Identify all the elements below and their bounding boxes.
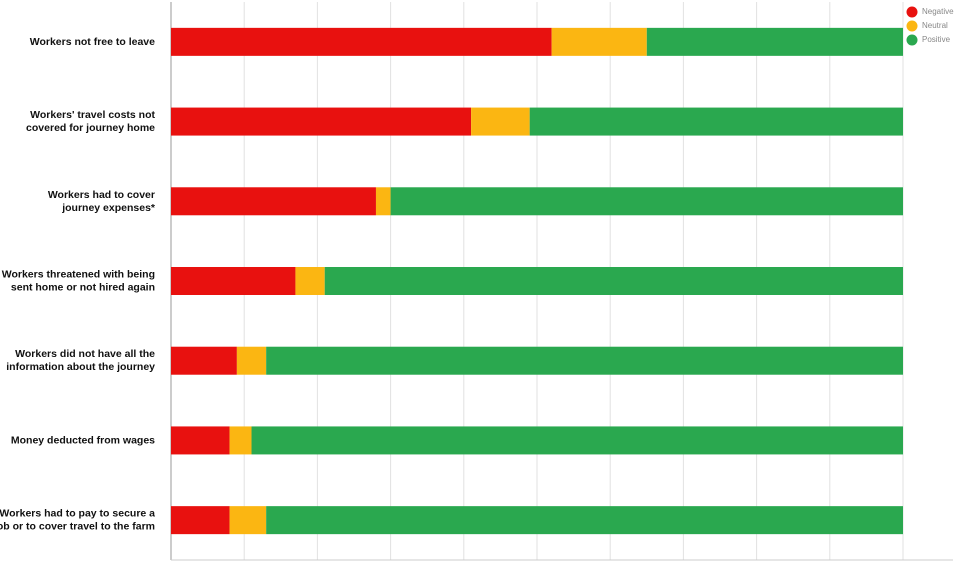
bar-segment (229, 426, 252, 455)
bar-segment (171, 267, 296, 295)
legend-marker (906, 6, 918, 18)
category-label: Workers' travel costs not covered for jou… (26, 109, 155, 134)
bar-segment (171, 426, 230, 455)
category-label-line: Workers' travel costs not (30, 109, 155, 121)
category-label: Workers had to pay to secure a job or to … (0, 507, 155, 532)
bar-segment (295, 267, 325, 295)
bar-segment (236, 346, 267, 375)
legend-marker (906, 34, 918, 46)
legend-label: Positive (922, 35, 951, 44)
bar-segment (471, 107, 530, 136)
bar-segment (251, 426, 903, 455)
bar-segment (266, 506, 903, 535)
bar-segment (646, 27, 903, 56)
category-label: Workers had to cover journey expenses* (48, 189, 156, 214)
category-label: Workers not free to leave (30, 36, 155, 48)
bar-segment (171, 107, 472, 136)
bar-segment (375, 187, 391, 216)
bar-segment (390, 187, 904, 216)
category-label-line: Workers not free to leave (30, 36, 155, 48)
bar-segment (171, 27, 552, 56)
bar-segment (529, 107, 903, 136)
bar-segment (229, 506, 267, 535)
category-label-line: Workers had to cover (48, 189, 155, 201)
category-label: Workers threatened with being sent home o… (2, 268, 155, 293)
category-label-line: covered for journey home (26, 122, 155, 134)
category-label: Workers did not have all the information … (6, 348, 155, 373)
category-label-line: job or to cover travel to the farm (0, 520, 155, 532)
bar-segment (551, 27, 647, 56)
bar-segment (324, 267, 904, 295)
category-label-line: Money deducted from wages (11, 434, 155, 446)
category-label-line: sent home or not hired again (11, 281, 155, 293)
category-label-line: Workers did not have all the (15, 348, 155, 360)
bar-segment (171, 346, 237, 375)
category-label: Money deducted from wages (11, 434, 155, 446)
bar-segment (171, 506, 230, 535)
bar-segment (171, 187, 376, 216)
legend-marker (906, 20, 918, 32)
bar-segment (266, 346, 903, 375)
legend-label: Negative (922, 7, 954, 16)
category-label-line: Workers had to pay to secure a (0, 507, 155, 519)
category-label-line: journey expenses* (61, 202, 156, 214)
category-label-line: information about the journey (6, 361, 155, 373)
category-label-line: Workers threatened with being (2, 268, 155, 280)
legend-label: Neutral (922, 21, 948, 30)
